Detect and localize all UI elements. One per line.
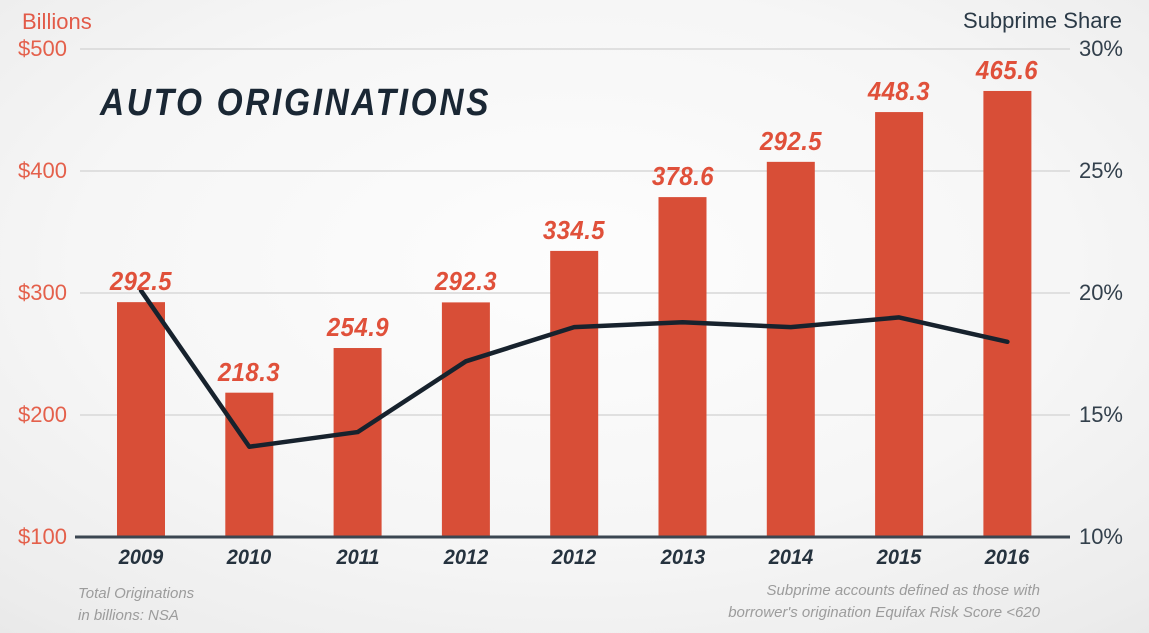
- chart-title: AUTO ORIGINATIONS: [100, 82, 492, 124]
- left-axis-title: Billions: [22, 9, 92, 34]
- bar-value-label: 448.3: [868, 76, 931, 107]
- year-label: 2015: [876, 546, 922, 569]
- bar: [766, 161, 815, 537]
- bar: [875, 112, 924, 537]
- bar-value-label: 378.6: [651, 161, 714, 192]
- year-label: 2016: [985, 546, 1030, 569]
- bar: [658, 197, 707, 537]
- left-axis-tick: $100: [18, 524, 67, 549]
- footnote-right: Subprime accounts defined as those with …: [728, 580, 1040, 624]
- bar-value-label: 334.5: [543, 214, 606, 245]
- footnote-left-line1: Total Originations: [78, 585, 195, 602]
- bar-value-label: 292.5: [109, 266, 173, 297]
- bar: [117, 302, 165, 537]
- year-label: 2013: [660, 546, 705, 569]
- bar: [550, 250, 599, 537]
- trend-line: [138, 288, 1010, 449]
- bar-value-label: 218.3: [218, 356, 281, 387]
- left-axis-tick: $200: [18, 402, 67, 427]
- year-label: 2011: [336, 546, 380, 569]
- year-label: 2014: [768, 546, 813, 569]
- bar: [983, 90, 1032, 537]
- bar-value-label: 292.5: [759, 125, 822, 156]
- right-axis-tick: 30%: [1078, 36, 1123, 61]
- year-label: 2010: [227, 546, 272, 569]
- footnote-left: Total Originations in billions: NSA: [78, 583, 194, 627]
- bar: [441, 302, 490, 537]
- bar: [333, 348, 382, 537]
- bar-value-label: 254.9: [326, 312, 389, 343]
- year-label: 2012: [443, 546, 489, 569]
- year-label: 2009: [118, 546, 164, 569]
- right-axis-tick: 15%: [1078, 402, 1123, 427]
- right-axis-tick: 10%: [1078, 524, 1123, 549]
- left-axis-tick: $400: [18, 158, 67, 183]
- right-axis-tick: 20%: [1078, 280, 1123, 305]
- right-axis-tick: 25%: [1078, 158, 1123, 183]
- left-axis-tick: $300: [18, 280, 67, 305]
- footnote-right-line1: Subprime accounts defined as those with: [766, 582, 1041, 599]
- bar-value-label: 465.6: [976, 54, 1039, 85]
- bar-value-label: 292.3: [434, 266, 497, 297]
- year-label: 2012: [551, 546, 597, 569]
- bar: [225, 392, 274, 537]
- right-axis-title: Subprime Share: [963, 8, 1122, 33]
- left-axis-tick: $500: [18, 36, 67, 61]
- footnote-right-line2: borrower's origination Equifax Risk Scor…: [728, 604, 1040, 621]
- footnote-left-line2: in billions: NSA: [78, 607, 179, 624]
